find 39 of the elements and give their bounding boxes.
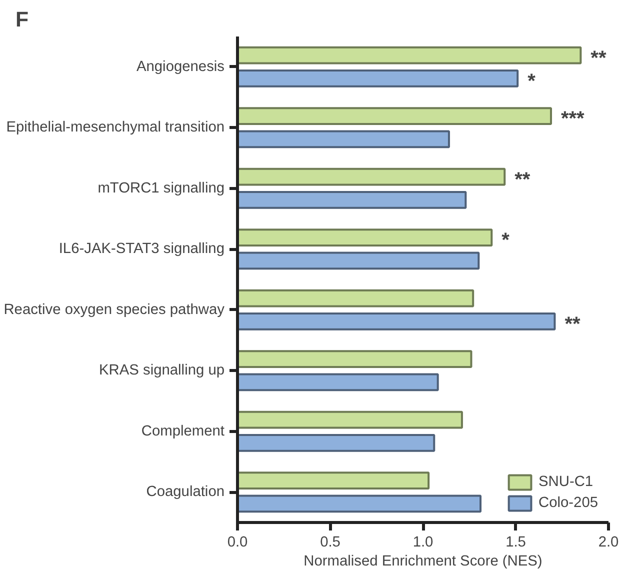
y-tick-label: KRAS signalling up bbox=[99, 362, 225, 379]
bar bbox=[238, 130, 450, 148]
bar bbox=[238, 46, 582, 64]
annotation: ** bbox=[564, 313, 580, 336]
x-tick-label: 1.5 bbox=[506, 534, 526, 550]
bar bbox=[238, 228, 493, 246]
bar bbox=[238, 312, 556, 330]
bar bbox=[238, 434, 436, 452]
annotation: *** bbox=[560, 108, 585, 130]
bar bbox=[238, 107, 552, 125]
annotation: * bbox=[502, 230, 510, 252]
bar bbox=[238, 252, 480, 270]
annotation: * bbox=[528, 70, 536, 92]
y-tick-label: mTORC1 signalling bbox=[98, 180, 224, 196]
bar bbox=[238, 168, 506, 186]
bar bbox=[238, 472, 430, 490]
x-tick-label: 0.5 bbox=[320, 534, 340, 550]
bar bbox=[238, 494, 482, 513]
x-tick-label: 2.0 bbox=[598, 534, 619, 550]
legend-label: Colo-205 bbox=[538, 495, 598, 511]
x-axis-title: Normalised Enrichment Score (NES) bbox=[304, 554, 542, 570]
y-tick-label: Coagulation bbox=[146, 484, 225, 500]
text: F bbox=[16, 8, 29, 32]
bar bbox=[238, 410, 463, 429]
x-tick-label: 0.0 bbox=[227, 534, 248, 550]
y-tick-label: Epithelial-mesenchymal transition bbox=[6, 120, 224, 136]
bar bbox=[238, 289, 474, 308]
annotation: ** bbox=[514, 168, 530, 191]
y-tick-label: Angiogenesis bbox=[136, 58, 225, 75]
y-tick-label: Reactive oxygen species pathway bbox=[4, 302, 226, 318]
bar bbox=[238, 70, 519, 88]
x-tick-label: 1.0 bbox=[412, 534, 434, 550]
annotation: ** bbox=[590, 47, 606, 70]
bar bbox=[238, 191, 467, 209]
legend-label: SNU-C1 bbox=[538, 474, 594, 490]
bar bbox=[238, 373, 439, 392]
bar bbox=[238, 350, 472, 368]
y-tick-label: IL6-JAK-STAT3 signalling bbox=[58, 241, 225, 258]
y-tick-label: Complement bbox=[141, 423, 225, 440]
